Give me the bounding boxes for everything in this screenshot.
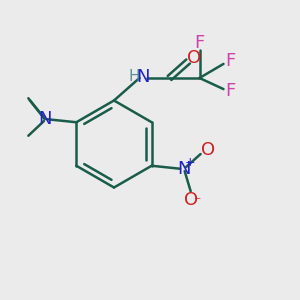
Text: F: F — [225, 52, 236, 70]
Text: F: F — [194, 34, 205, 52]
Text: O: O — [184, 191, 198, 209]
Text: N: N — [38, 110, 52, 128]
Text: H: H — [128, 69, 140, 84]
Text: N: N — [136, 68, 149, 85]
Text: O: O — [201, 141, 215, 159]
Text: N: N — [177, 160, 190, 178]
Text: F: F — [225, 82, 236, 100]
Text: O: O — [187, 50, 201, 68]
Text: +: + — [184, 156, 195, 169]
Text: ⁻: ⁻ — [193, 195, 200, 209]
